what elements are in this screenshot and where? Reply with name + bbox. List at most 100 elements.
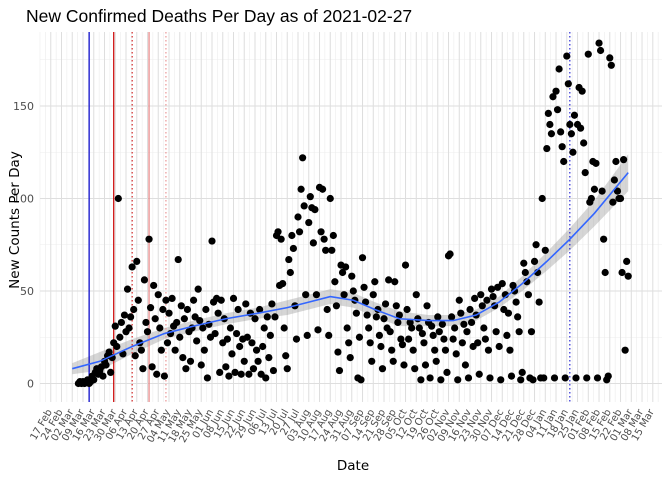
- data-point: [612, 157, 620, 166]
- data-point: [489, 292, 497, 301]
- data-point: [403, 305, 411, 314]
- data-point: [355, 333, 364, 341]
- data-point: [326, 194, 334, 203]
- data-point: [471, 294, 479, 302]
- data-point: [406, 318, 414, 327]
- data-point: [498, 280, 506, 288]
- data-point: [503, 331, 511, 339]
- data-point: [620, 156, 628, 164]
- data-point: [377, 342, 385, 351]
- data-point: [434, 313, 442, 321]
- data-point: [156, 324, 164, 332]
- data-point: [352, 309, 360, 317]
- data-point: [623, 257, 631, 265]
- data-point: [368, 357, 376, 365]
- data-point: [245, 370, 253, 378]
- data-point: [547, 130, 556, 138]
- data-point: [142, 318, 150, 327]
- data-point: [269, 366, 278, 375]
- data-point: [583, 374, 591, 382]
- data-point: [297, 185, 305, 193]
- data-point: [397, 335, 405, 343]
- data-point: [249, 365, 258, 373]
- data-point: [150, 281, 158, 290]
- data-point: [173, 318, 181, 327]
- data-point: [365, 324, 373, 332]
- data-point: [409, 346, 417, 354]
- data-point: [179, 354, 187, 362]
- y-tick-label: 150: [13, 100, 34, 113]
- data-point: [163, 339, 172, 347]
- data-point: [621, 346, 629, 354]
- data-point: [461, 361, 470, 369]
- data-point: [277, 235, 285, 243]
- data-point: [400, 361, 408, 369]
- data-point: [140, 276, 149, 284]
- data-point: [546, 120, 554, 129]
- data-point: [111, 322, 119, 330]
- data-point: [566, 120, 574, 129]
- data-point: [596, 46, 605, 55]
- data-point: [467, 318, 476, 327]
- data-point: [492, 328, 500, 336]
- data-point: [460, 320, 468, 328]
- data-point: [535, 298, 543, 306]
- data-point: [532, 241, 540, 249]
- data-point: [231, 368, 239, 376]
- data-point: [211, 329, 219, 338]
- data-point: [553, 106, 562, 114]
- data-point: [228, 350, 236, 358]
- data-point: [154, 291, 162, 299]
- confidence-band-layer: [72, 154, 629, 375]
- data-point: [128, 263, 136, 271]
- data-point: [146, 304, 155, 312]
- data-point: [323, 305, 331, 314]
- data-point: [358, 254, 367, 262]
- data-point: [312, 291, 321, 299]
- data-point: [114, 194, 122, 203]
- chart-title: New Confirmed Deaths Per Day as of 2021-…: [26, 6, 413, 26]
- data-point: [334, 348, 342, 356]
- data-point: [311, 206, 319, 214]
- data-point: [289, 244, 298, 253]
- data-point: [286, 268, 294, 277]
- data-point: [225, 372, 233, 380]
- data-point: [186, 357, 195, 365]
- data-point: [401, 261, 410, 269]
- data-point: [282, 352, 290, 360]
- data-point: [557, 128, 565, 136]
- data-point: [90, 376, 98, 384]
- data-point: [578, 87, 586, 95]
- data-point: [398, 341, 407, 349]
- data-point: [329, 231, 337, 240]
- data-point: [449, 335, 457, 343]
- data-point: [580, 139, 588, 147]
- y-axis-title: New Counts Per Day: [7, 151, 23, 289]
- data-point: [189, 296, 198, 304]
- data-point: [248, 339, 256, 347]
- data-point: [412, 291, 420, 299]
- data-point: [226, 324, 235, 332]
- data-point: [417, 376, 425, 384]
- data-point: [530, 257, 539, 265]
- y-tick-labels: 0 50 100 150: [13, 100, 34, 391]
- data-point: [415, 324, 423, 332]
- data-point: [458, 339, 466, 347]
- data-point: [117, 318, 125, 327]
- data-point: [294, 213, 302, 221]
- data-point: [342, 263, 350, 271]
- data-point: [305, 218, 313, 227]
- data-point: [254, 357, 262, 365]
- data-point: [236, 342, 244, 351]
- data-point: [159, 305, 167, 314]
- data-point: [506, 346, 514, 354]
- data-point: [171, 346, 179, 354]
- data-point: [314, 326, 322, 334]
- data-point: [624, 272, 632, 280]
- confidence-band: [72, 154, 629, 375]
- data-point: [587, 194, 595, 203]
- data-point: [375, 331, 384, 339]
- data-point: [521, 268, 529, 277]
- data-point: [440, 335, 448, 343]
